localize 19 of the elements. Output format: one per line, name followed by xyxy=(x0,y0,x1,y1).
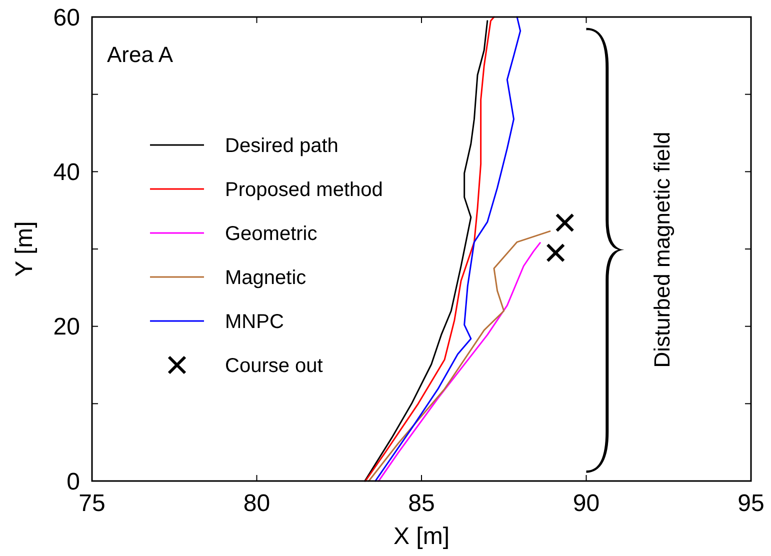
legend-label: Proposed method xyxy=(225,179,383,201)
x-axis-title: X [m] xyxy=(393,523,450,550)
legend-label: Magnetic xyxy=(225,267,306,289)
x-tick-label: 80 xyxy=(243,490,270,517)
y-tick-label: 0 xyxy=(66,468,80,496)
y-tick-label: 40 xyxy=(53,159,80,186)
legend-label: Course out xyxy=(225,355,324,377)
legend-label: Desired path xyxy=(225,135,338,157)
legend-label: MNPC xyxy=(225,311,284,333)
annotation: Disturbed magnetic field xyxy=(649,132,674,368)
y-axis-title: Y [m] xyxy=(11,221,38,277)
x-tick-label: 90 xyxy=(572,490,600,517)
x-tick-label: 75 xyxy=(78,490,106,517)
legend-label: Geometric xyxy=(225,223,318,245)
x-tick-label: 85 xyxy=(408,490,435,517)
annotation: Area A xyxy=(107,42,174,67)
x-tick-label: 95 xyxy=(738,490,764,517)
y-tick-label: 60 xyxy=(53,4,80,32)
y-tick-label: 20 xyxy=(53,314,80,341)
